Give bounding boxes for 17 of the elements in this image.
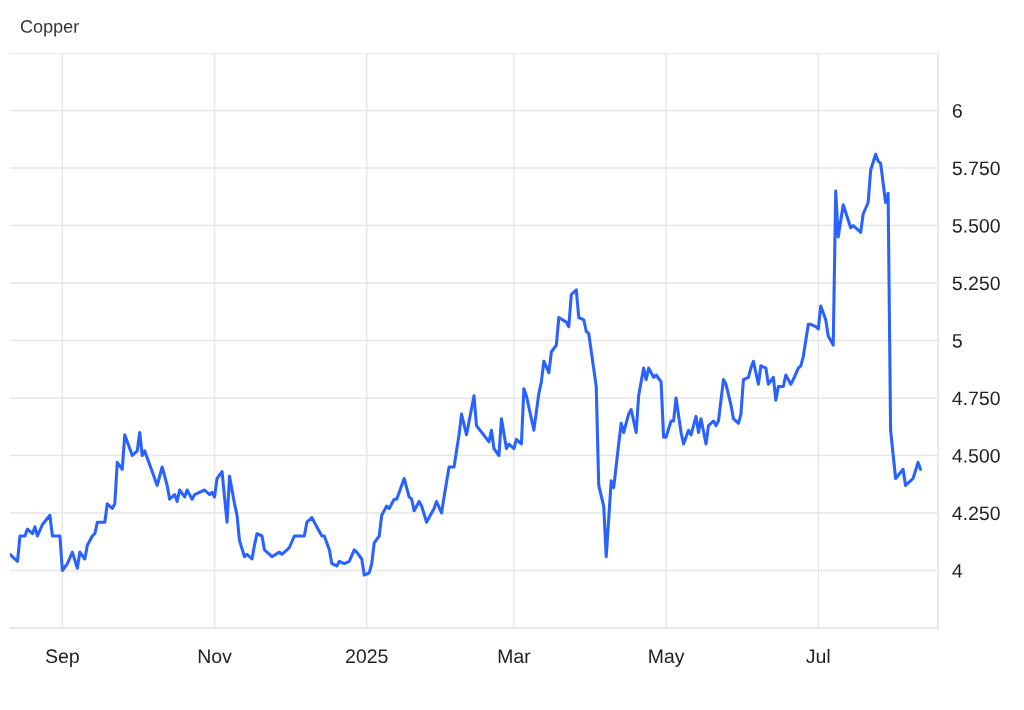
y-tick-label: 6 bbox=[952, 103, 962, 118]
y-tick-label: 4.250 bbox=[952, 506, 1000, 521]
x-tick-label: May bbox=[649, 649, 685, 667]
x-tick-label: 2025 bbox=[346, 649, 388, 664]
chart-title: Copper bbox=[20, 20, 79, 37]
line-series bbox=[10, 152, 923, 577]
y-tick-label: 5 bbox=[952, 334, 962, 348]
y-tick-label: 4.750 bbox=[952, 391, 1000, 406]
y-tick-label: 5.250 bbox=[952, 276, 1000, 291]
x-tick-label: Mar bbox=[498, 649, 531, 664]
y-tick-label: 5.500 bbox=[952, 218, 1000, 233]
y-tick-label: 4 bbox=[952, 564, 963, 578]
x-tick-label: Jul bbox=[806, 648, 830, 664]
x-tick-label: Nov bbox=[198, 649, 232, 664]
x-tick-label: Sep bbox=[45, 649, 79, 667]
y-tick-label: 5.750 bbox=[952, 161, 1000, 176]
y-tick-label: 4.500 bbox=[952, 448, 1000, 463]
